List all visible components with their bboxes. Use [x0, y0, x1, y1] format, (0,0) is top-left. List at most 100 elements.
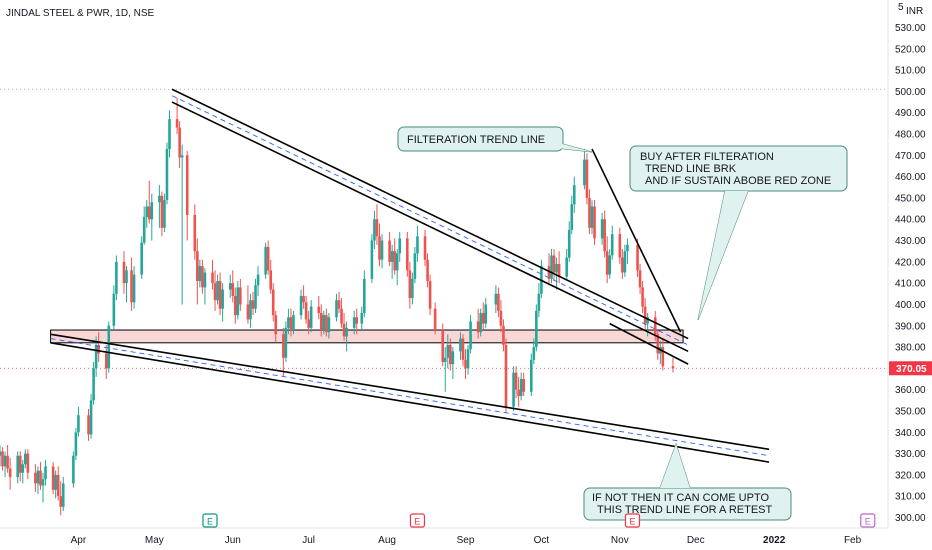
earnings-marker-box: [624, 513, 641, 528]
y-tick-label: 460.00: [895, 172, 926, 183]
y-tick-label: 320.00: [895, 470, 926, 481]
candle: [588, 189, 591, 235]
candle-body: [39, 470, 42, 486]
candle: [44, 459, 47, 486]
candle: [274, 310, 278, 343]
candle-body: [466, 349, 470, 369]
candle-body: [132, 274, 136, 303]
earnings-marker-box: [860, 513, 876, 528]
last-price-tag: [889, 361, 932, 376]
candle-body: [198, 266, 202, 282]
candle-body: [426, 259, 429, 282]
candle: [325, 308, 328, 337]
candle: [517, 376, 520, 407]
candle-body: [585, 159, 589, 198]
candle-body: [626, 244, 629, 252]
candle: [180, 144, 184, 305]
candle: [16, 451, 20, 484]
candle: [236, 281, 240, 320]
x-tick-label: Oct: [534, 535, 550, 546]
candle: [41, 472, 45, 503]
candle: [94, 336, 98, 377]
candle-body: [26, 453, 30, 473]
candle: [621, 249, 624, 279]
candle-body: [380, 240, 384, 260]
support-line-mid: [50, 338, 770, 457]
candle: [269, 259, 273, 294]
candle: [165, 142, 169, 205]
candle-body: [355, 317, 359, 324]
candle: [201, 259, 204, 294]
candle-body: [476, 321, 480, 333]
candle-body: [271, 289, 275, 316]
candle-body: [517, 389, 520, 397]
candle-body: [618, 234, 622, 258]
candle: [142, 206, 146, 245]
candle: [112, 285, 116, 331]
y-tick-label: 530.00: [895, 23, 926, 34]
candle: [608, 249, 612, 279]
candle: [550, 249, 553, 284]
candle: [271, 283, 275, 322]
candle-body: [590, 206, 594, 228]
candle-body: [342, 323, 346, 337]
candle-body: [175, 119, 179, 128]
candle-body: [304, 302, 308, 320]
candle: [213, 270, 217, 311]
currency-label: INR: [906, 6, 923, 17]
candle: [228, 274, 232, 299]
candle-body: [398, 238, 402, 254]
candle: [203, 268, 207, 305]
candle: [512, 366, 515, 411]
candle-body: [251, 300, 255, 309]
candle: [557, 251, 561, 284]
candle-body: [519, 379, 523, 397]
candle-body: [77, 415, 80, 433]
candle-body: [87, 415, 90, 435]
candle-body: [264, 246, 267, 275]
candle-body: [178, 127, 181, 158]
candle: [216, 274, 219, 305]
candle: [671, 357, 675, 373]
candle: [426, 253, 429, 288]
x-tick-label: Feb: [844, 535, 862, 546]
candle: [178, 121, 181, 169]
candle: [107, 321, 111, 373]
candle: [661, 338, 665, 371]
candle: [1, 447, 4, 471]
candle-body: [97, 344, 100, 354]
candle-body: [621, 257, 624, 273]
candle: [92, 361, 95, 405]
candle-body: [150, 202, 154, 220]
callouts-layer: FILTERATION TREND LINE BUY AFTER FILTERAT…: [397, 126, 848, 521]
candle-body: [464, 359, 467, 369]
callout-text-line: FILTERATION TREND LINE: [407, 134, 545, 146]
candle: [593, 200, 596, 245]
candle: [251, 291, 255, 316]
candle-body: [428, 281, 432, 309]
candle-body: [603, 219, 606, 252]
candle: [282, 327, 285, 377]
candle-body: [140, 242, 143, 275]
candle: [34, 464, 37, 492]
candle-body: [309, 306, 313, 328]
candle: [567, 221, 571, 262]
candle: [77, 406, 80, 437]
candle: [449, 338, 452, 371]
candle-body: [373, 219, 376, 241]
candle: [319, 304, 323, 337]
candle-body: [537, 293, 541, 311]
earnings-marker-label: E: [629, 517, 635, 527]
callout-tail-fill: [660, 444, 690, 488]
candle-body: [233, 295, 237, 316]
candle-body: [56, 474, 60, 497]
candle-body: [600, 219, 604, 239]
candle: [115, 255, 118, 301]
candle-body: [18, 455, 22, 473]
candle: [610, 225, 614, 260]
candle-body: [610, 234, 614, 256]
candle-body: [494, 293, 498, 305]
candle-body: [557, 263, 561, 277]
